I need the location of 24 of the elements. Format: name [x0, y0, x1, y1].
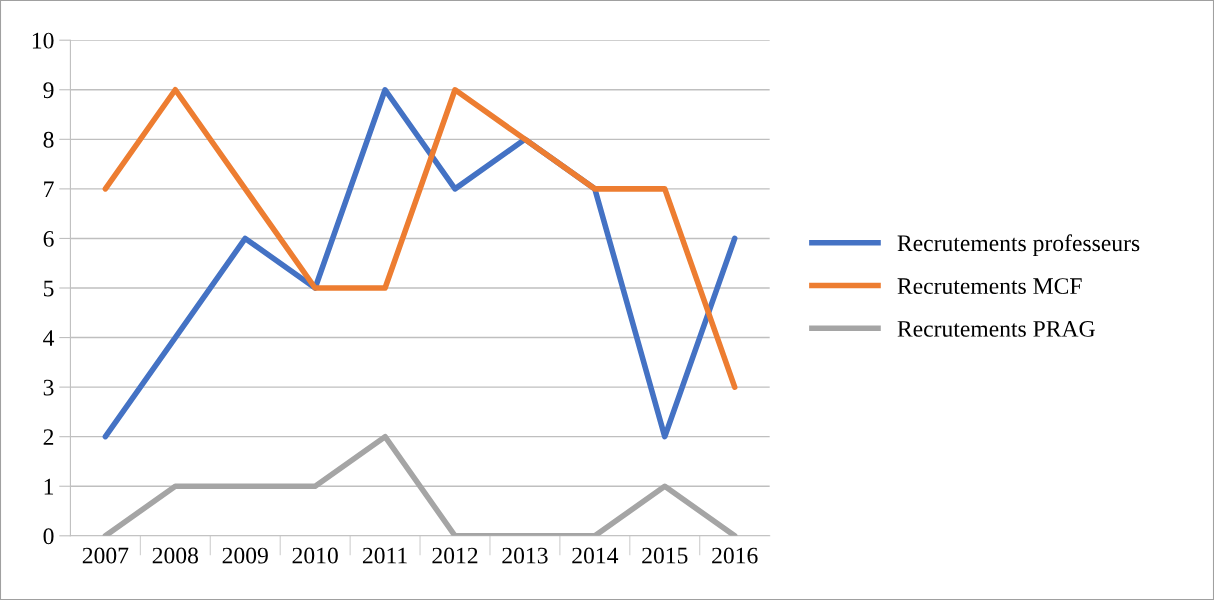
- y-tick-label: 8: [43, 131, 54, 148]
- y-tick-label: 3: [43, 379, 54, 396]
- legend-label: Recrutements MCF: [897, 278, 1082, 295]
- legend-label: Recrutements professeurs: [897, 234, 1140, 257]
- x-tick-label: 2008: [152, 547, 199, 564]
- x-tick-label: 2015: [642, 547, 688, 564]
- y-tick-label: 1: [44, 478, 54, 495]
- y-tick-label: 0: [43, 528, 54, 545]
- y-tick-label: 4: [43, 330, 55, 346]
- x-tick-label: 2013: [502, 547, 548, 564]
- y-tick-label: 10: [32, 32, 54, 49]
- legend-label: Recrutements PRAG: [897, 320, 1095, 337]
- x-tick-label: 2009: [222, 547, 268, 564]
- y-tick-label: 2: [43, 429, 54, 445]
- y-tick-label: 5: [44, 280, 54, 297]
- x-tick-label: 2011: [362, 547, 407, 564]
- x-tick-label: 2016: [712, 547, 758, 564]
- y-tick-label: 6: [43, 231, 54, 247]
- y-tick-label: 9: [43, 82, 54, 99]
- x-tick-label: 2010: [292, 547, 338, 564]
- x-tick-label: 2014: [572, 547, 619, 564]
- x-tick-label: 2012: [432, 547, 478, 564]
- y-tick-label: 7: [44, 181, 54, 198]
- x-tick-label: 2007: [82, 547, 129, 564]
